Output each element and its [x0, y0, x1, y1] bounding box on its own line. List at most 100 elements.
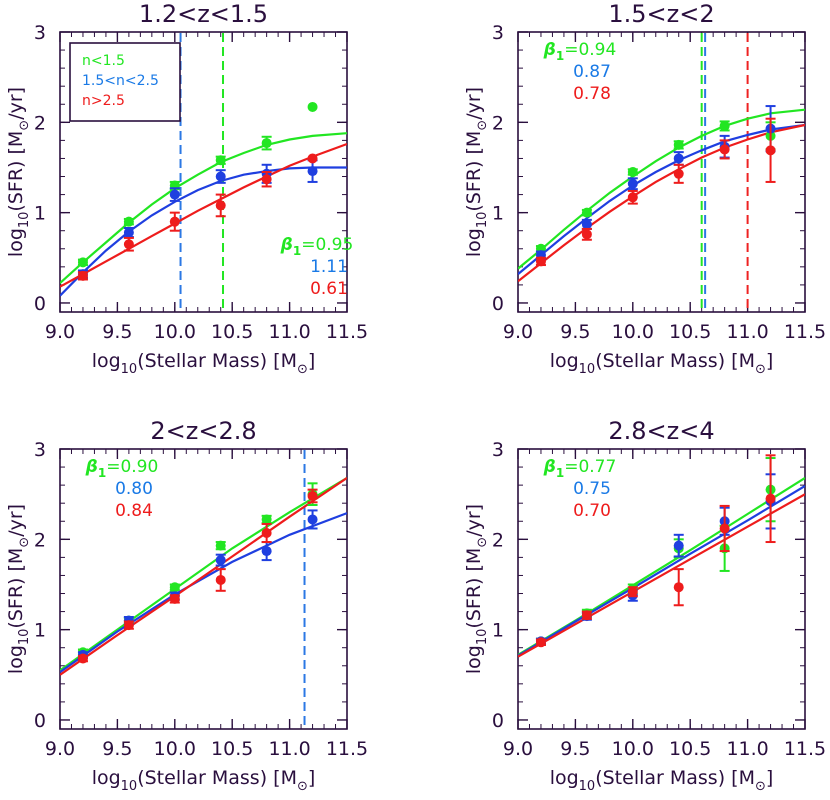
panel-1: 1.2<z<1.5 9.0 9.5 10.0 10.5 11.0 11.5 0 1 2 3 log10…	[5, 0, 368, 377]
data-point-red	[765, 493, 776, 504]
panel-title: 1.2<z<1.5	[139, 0, 268, 28]
y-tick-label: 3	[34, 22, 46, 44]
beta-label: β1=0.77	[543, 457, 617, 480]
x-tick-label: 10.5	[669, 321, 711, 343]
x-axis-label: log10(Stellar Mass) [M⊙]	[92, 767, 316, 794]
x-tick-label: 11.0	[726, 321, 768, 343]
fit-curve-blue	[518, 123, 805, 275]
y-tick-label: 1	[34, 203, 46, 225]
data-point-blue	[215, 555, 226, 566]
data-point-blue	[307, 514, 318, 525]
x-axis-label: log10(Stellar Mass) [M⊙]	[550, 350, 774, 377]
fit-curve-blue	[60, 166, 347, 297]
beta-value: 0.61	[310, 279, 348, 299]
x-tick-label: 9.5	[560, 321, 590, 343]
beta-value: 0.87	[573, 62, 611, 82]
data-point-red	[261, 174, 272, 185]
data-point-blue	[627, 178, 638, 189]
panel-title: 2<z<2.8	[150, 417, 256, 445]
fit-curve-red	[60, 142, 347, 288]
data-point-green	[261, 138, 272, 149]
y-tick-label: 0	[34, 710, 46, 732]
data-point-green	[307, 101, 318, 112]
y-tick-label: 2	[492, 112, 504, 134]
data-point-red	[673, 582, 684, 593]
beta-value: 0.70	[573, 501, 611, 521]
data-point-green	[169, 582, 180, 593]
panel-2: 1.5<z<2 9.0 9.5 10.0 10.5 11.0 11.5 0 1 2 3 log10(S…	[463, 0, 826, 377]
x-tick-label: 9.5	[102, 738, 132, 760]
data-point-red	[169, 216, 180, 227]
fit-curve-blue	[518, 485, 805, 657]
x-tick-label: 11.5	[326, 738, 368, 760]
beta-label: β1=0.95	[280, 235, 354, 258]
x-axis-label: log10(Stellar Mass) [M⊙]	[92, 350, 316, 377]
data-point-red	[307, 153, 318, 164]
y-axis-label: log10(SFR) [M⊙/yr]	[463, 87, 490, 257]
fit-curve-red	[60, 476, 347, 676]
x-tick-label: 11.5	[784, 738, 826, 760]
data-point-green	[215, 155, 226, 166]
y-tick-label: 1	[492, 203, 504, 225]
fit-curve-red	[518, 123, 805, 283]
x-tick-label: 10.0	[154, 321, 196, 343]
x-tick-label: 11.5	[326, 321, 368, 343]
data-point-red	[77, 653, 88, 664]
data-point-red	[123, 239, 134, 250]
fit-curve-green	[518, 108, 805, 270]
plot-frame	[517, 31, 806, 313]
data-point-blue	[307, 166, 318, 177]
y-tick-label: 0	[492, 710, 504, 732]
beta-value: 0.80	[115, 479, 153, 499]
x-tick-label: 11.5	[784, 321, 826, 343]
data-point-blue	[581, 219, 592, 230]
x-tick-label: 11.0	[726, 738, 768, 760]
data-point-green	[215, 540, 226, 551]
y-tick-label: 2	[492, 529, 504, 551]
data-point-green	[673, 139, 684, 150]
data-point-red	[627, 192, 638, 203]
x-tick-label: 9.0	[45, 321, 75, 343]
data-point-red	[535, 256, 546, 267]
beta-value: 0.75	[573, 479, 611, 499]
plot-frame	[59, 31, 348, 313]
plot-frame	[59, 448, 348, 730]
data-point-green	[77, 257, 88, 268]
data-point-green	[123, 216, 134, 227]
x-tick-label: 11.0	[268, 321, 310, 343]
y-tick-label: 2	[34, 112, 46, 134]
data-point-blue	[169, 189, 180, 200]
data-point-red	[627, 586, 638, 597]
fit-curve-blue	[60, 512, 347, 673]
data-point-blue	[261, 546, 272, 557]
legend-box	[69, 42, 181, 122]
beta-value: 1.11	[310, 257, 348, 277]
data-point-green	[719, 120, 730, 131]
panel-title: 2.8<z<4	[608, 417, 714, 445]
fit-curve-red	[518, 493, 805, 658]
legend-entry: n<1.5	[82, 53, 125, 69]
y-tick-label: 3	[492, 439, 504, 461]
data-point-red	[581, 610, 592, 621]
y-axis-label: log10(SFR) [M⊙/yr]	[463, 504, 490, 674]
beta-label: β1=0.90	[85, 457, 159, 480]
data-point-green	[627, 167, 638, 177]
x-tick-label: 10.5	[669, 738, 711, 760]
data-point-red	[169, 593, 180, 604]
data-point-red	[719, 523, 730, 534]
y-tick-label: 1	[34, 620, 46, 642]
x-tick-label: 10.5	[211, 321, 253, 343]
data-point-green	[581, 207, 592, 218]
fit-curve-green	[60, 476, 347, 672]
x-tick-label: 9.0	[503, 738, 533, 760]
x-tick-label: 9.0	[45, 738, 75, 760]
data-point-green	[261, 514, 272, 525]
data-point-blue	[215, 171, 226, 182]
y-tick-label: 0	[492, 293, 504, 315]
data-point-red	[77, 270, 88, 281]
fit-curve-green	[518, 476, 805, 656]
data-point-red	[765, 145, 776, 156]
plot-frame	[517, 448, 806, 730]
beta-value: 0.84	[115, 501, 153, 521]
